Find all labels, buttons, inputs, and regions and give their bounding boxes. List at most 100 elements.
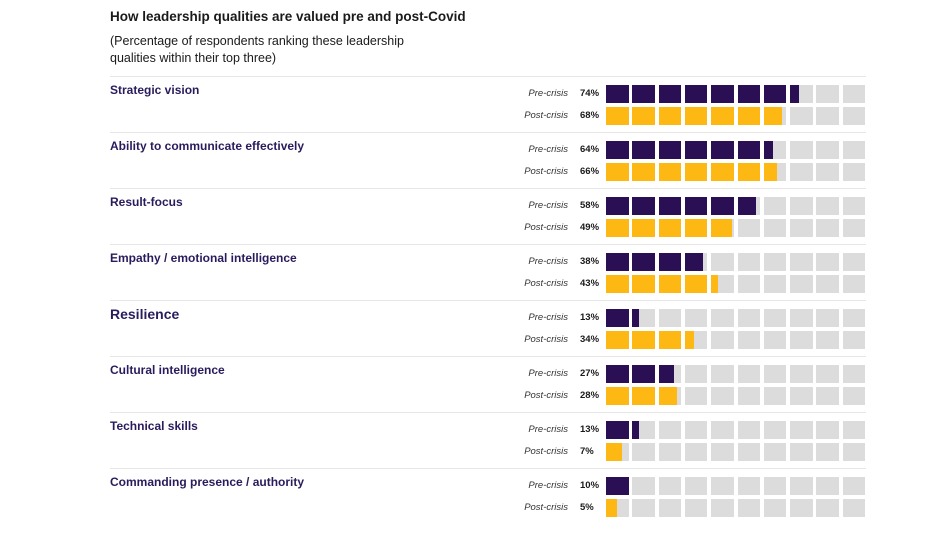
pre-crisis-label: Pre-crisis (528, 480, 568, 491)
post-bar-segment (711, 387, 734, 405)
post-bar-fill (737, 163, 761, 181)
post-bar-segment (658, 163, 682, 181)
post-bar-fill (658, 107, 682, 125)
post-bar-segment (711, 331, 734, 349)
post-bar-segment (711, 443, 734, 461)
pre-bar-segment (632, 365, 655, 383)
pre-bar-segment (658, 141, 682, 159)
post-bar-segment (606, 107, 629, 125)
post-bar-segment (842, 499, 866, 517)
post-bar-segment (816, 219, 839, 237)
pre-crisis-label: Pre-crisis (528, 256, 568, 267)
pre-bar-segment (737, 365, 761, 383)
post-bar-segment (816, 163, 839, 181)
pre-bar-segment (737, 477, 761, 495)
post-bar-segment (763, 331, 787, 349)
pre-bar-segment (658, 309, 682, 327)
post-bar-fill (658, 275, 682, 293)
pre-bar-fill (632, 365, 655, 383)
pre-bar-segment (790, 365, 813, 383)
pre-bar-segment (816, 309, 839, 327)
post-bar-segment (658, 219, 682, 237)
pre-bar-segment (684, 477, 708, 495)
pre-bar-segment (684, 197, 708, 215)
post-bar-segment (763, 443, 787, 461)
chart-subtitle: (Percentage of respondents ranking these… (110, 34, 404, 65)
post-bar-segment (606, 443, 629, 461)
post-bar-segment (632, 331, 655, 349)
pre-bar-segment (763, 253, 787, 271)
post-bar-fill (658, 219, 682, 237)
post-bar-fill (763, 107, 782, 125)
pre-bar-segment (606, 477, 629, 495)
category-label: Result-focus (110, 195, 183, 209)
post-bar-fill (711, 275, 718, 293)
pre-bar-segment (711, 477, 734, 495)
post-crisis-label: Post-crisis (524, 502, 568, 513)
post-bar-segment (684, 443, 708, 461)
post-bar-segment (816, 443, 839, 461)
post-bar-fill (658, 387, 677, 405)
pre-bar-fill (711, 141, 734, 159)
pre-bar-segment (737, 141, 761, 159)
post-crisis-label: Post-crisis (524, 446, 568, 457)
post-bar-fill (606, 331, 629, 349)
post-bar-fill (632, 163, 655, 181)
post-bar-segment (658, 499, 682, 517)
pre-bar-segment (711, 365, 734, 383)
post-bar-segment (790, 443, 813, 461)
post-bar-fill (763, 163, 778, 181)
pre-bar-segment (790, 197, 813, 215)
pre-bar-segment (763, 197, 787, 215)
chart-row: Result-focus Pre-crisis 58% Post-crisis 49% (110, 188, 866, 245)
post-bar-segment (842, 387, 866, 405)
pre-bar-segment (842, 141, 866, 159)
post-bar-segment (684, 387, 708, 405)
post-bar-segment (632, 275, 655, 293)
chart-title: How leadership qualities are valued pre … (110, 9, 466, 24)
pre-bar-fill (658, 141, 682, 159)
pre-bar-segment (842, 85, 866, 103)
post-bar-segment (606, 331, 629, 349)
post-bar-segment (684, 331, 708, 349)
pre-bar-segment (737, 253, 761, 271)
chart-row: Commanding presence / authority Pre-crisi… (110, 468, 866, 525)
post-bar-fill (658, 331, 682, 349)
pre-bar-segment (737, 309, 761, 327)
post-bar-segment (632, 443, 655, 461)
pre-bar-segment (790, 309, 813, 327)
pre-bar-segment (711, 309, 734, 327)
post-bar-segment (763, 499, 787, 517)
post-bar-segment (737, 331, 761, 349)
chart-row: Strategic vision Pre-crisis 74% Post-crisis… (110, 76, 866, 133)
post-bar-segment (606, 387, 629, 405)
post-bar-segment (658, 107, 682, 125)
pre-bar-segment (632, 197, 655, 215)
post-bar-segment (763, 275, 787, 293)
pre-bar-segment (606, 253, 629, 271)
pre-bar-segment (632, 253, 655, 271)
pre-crisis-label: Pre-crisis (528, 424, 568, 435)
pre-bar-fill (658, 85, 682, 103)
pre-bar-fill (658, 197, 682, 215)
post-bar-fill (658, 163, 682, 181)
pre-bar-segment (606, 141, 629, 159)
pre-value-label: 38% (580, 256, 600, 267)
post-bar-segment (737, 219, 761, 237)
pre-bar-segment (816, 365, 839, 383)
pre-bar-fill (737, 141, 761, 159)
post-bar-fill (684, 219, 708, 237)
pre-bar-segment (816, 477, 839, 495)
post-bar-fill (632, 107, 655, 125)
pre-bar-fill (711, 197, 734, 215)
post-bar-segment (711, 163, 734, 181)
post-bar-fill (606, 443, 622, 461)
post-bar-segment (790, 499, 813, 517)
post-bar-segment (632, 499, 655, 517)
post-bar-segment (842, 443, 866, 461)
post-bar-segment (790, 107, 813, 125)
post-bar-segment (737, 387, 761, 405)
chart-row: Empathy / emotional intelligence Pre-cris… (110, 244, 866, 301)
pre-bar-fill (763, 141, 773, 159)
post-bar-segment (684, 107, 708, 125)
